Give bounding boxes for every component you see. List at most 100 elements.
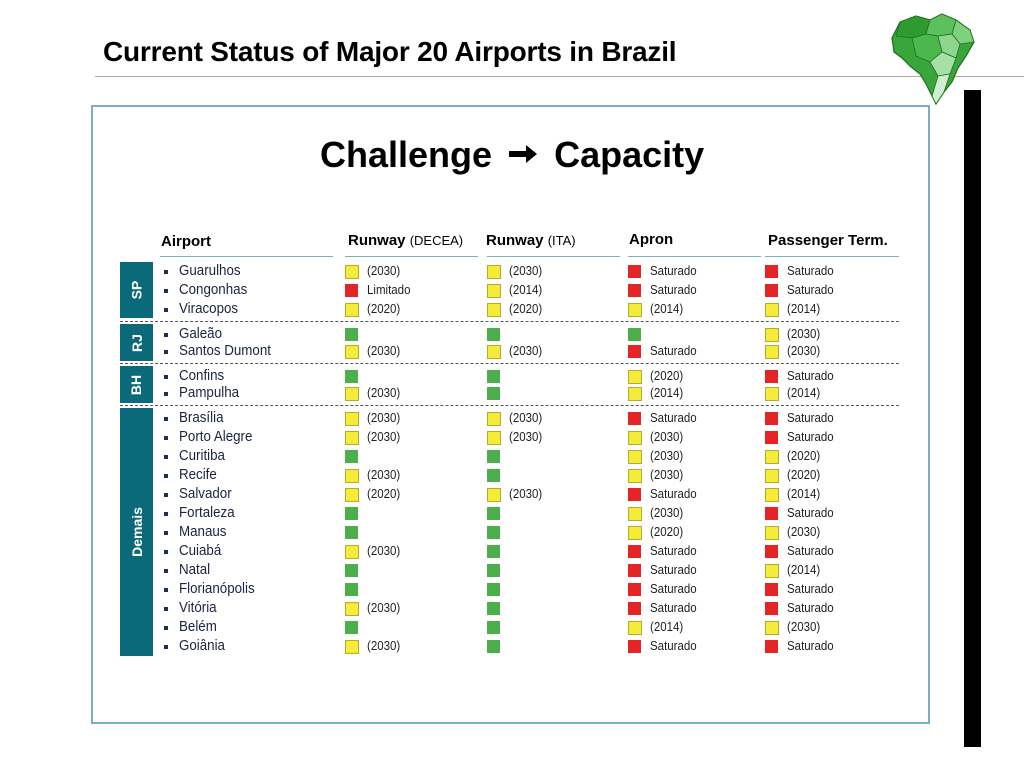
header-underline [765, 256, 899, 257]
airport-name: Guarulhos [179, 263, 241, 279]
status-text: (2030) [367, 544, 401, 558]
group-separator [120, 405, 899, 406]
status-text: Saturado [787, 411, 834, 425]
status-text: Saturado [650, 582, 697, 596]
status-indicator-icon [628, 450, 642, 464]
status-text: (2030) [367, 411, 401, 425]
status-indicator-icon [765, 621, 779, 635]
airport-name: Pampulha [179, 385, 240, 401]
status-indicator-icon [487, 488, 501, 502]
airport-name: Fortaleza [179, 505, 235, 521]
status-text: Saturado [650, 601, 697, 615]
region-sp: SP [120, 262, 153, 318]
status-indicator-icon [487, 526, 500, 539]
status-indicator-icon [765, 507, 778, 520]
group-separator [120, 363, 899, 364]
status-text: (2020) [650, 525, 684, 539]
airport-name: Vitória [179, 600, 217, 616]
status-indicator-icon [628, 370, 642, 384]
status-text: (2014) [787, 487, 821, 501]
header-runway-ita-sub: (ITA) [547, 233, 576, 248]
side-accent-bar [964, 90, 981, 747]
status-text: (2020) [367, 487, 401, 501]
status-indicator-icon [345, 370, 358, 383]
status-indicator-icon [765, 284, 778, 297]
status-text: (2030) [787, 620, 821, 634]
status-indicator-icon [345, 328, 358, 341]
airport-name: Recife [179, 467, 217, 483]
status-indicator-icon [345, 265, 359, 279]
airport-name: Congonhas [179, 282, 248, 298]
status-indicator-icon [765, 545, 778, 558]
status-indicator-icon [487, 303, 501, 317]
status-text: (2020) [787, 468, 821, 482]
airport-name: Curitiba [179, 448, 225, 464]
status-indicator-icon [487, 284, 501, 298]
bullet-icon [164, 512, 168, 516]
status-indicator-icon [487, 621, 500, 634]
status-text: (2014) [650, 302, 684, 316]
airport-name: Manaus [179, 524, 227, 540]
status-text: (2030) [787, 344, 821, 358]
bullet-icon [164, 474, 168, 478]
airport-name: Confins [179, 368, 225, 384]
group-separator [120, 321, 899, 322]
subtitle-challenge: Challenge [320, 134, 493, 175]
status-text: (2030) [367, 344, 401, 358]
region-bh: BH [120, 366, 153, 403]
bullet-icon [164, 392, 168, 396]
status-text: Saturado [650, 639, 697, 653]
status-text: (2030) [509, 344, 543, 358]
status-text: (2020) [509, 302, 543, 316]
status-text: Saturado [650, 544, 697, 558]
status-indicator-icon [487, 640, 500, 653]
status-indicator-icon [628, 284, 641, 297]
status-indicator-icon [628, 583, 641, 596]
region-label: RJ [128, 333, 145, 352]
bullet-icon [164, 417, 168, 421]
status-indicator-icon [628, 621, 642, 635]
header-runway-decea: Runway (DECEA) [348, 232, 463, 249]
status-indicator-icon [345, 284, 358, 297]
bullet-icon [164, 531, 168, 535]
header-underline [628, 256, 761, 257]
status-indicator-icon [628, 507, 642, 521]
status-text: (2030) [650, 449, 684, 463]
status-text: (2014) [650, 386, 684, 400]
header-underline [345, 256, 478, 257]
status-text: Saturado [650, 283, 697, 297]
status-text: Saturado [787, 264, 834, 278]
status-indicator-icon [765, 412, 778, 425]
slide-subtitle: Challenge Capacity [320, 134, 704, 176]
header-underline [160, 256, 333, 257]
status-text: (2014) [787, 386, 821, 400]
header-airport: Airport [161, 233, 211, 250]
subtitle-capacity: Capacity [554, 134, 705, 175]
status-indicator-icon [765, 469, 779, 483]
airport-name: Porto Alegre [179, 429, 253, 445]
status-text: Limitado [367, 283, 411, 297]
bullet-icon [164, 375, 168, 379]
bullet-icon [164, 626, 168, 630]
status-indicator-icon [765, 345, 779, 359]
status-text: Saturado [787, 544, 834, 558]
status-indicator-icon [765, 265, 778, 278]
status-indicator-icon [487, 345, 501, 359]
status-indicator-icon [345, 640, 359, 654]
status-text: (2030) [367, 386, 401, 400]
status-indicator-icon [628, 328, 641, 341]
status-indicator-icon [345, 450, 358, 463]
status-indicator-icon [345, 564, 358, 577]
bullet-icon [164, 645, 168, 649]
status-indicator-icon [345, 488, 359, 502]
status-indicator-icon [487, 507, 500, 520]
status-indicator-icon [765, 450, 779, 464]
header-passenger-terminal: Passenger Term. [768, 232, 888, 249]
brazil-map-icon [891, 13, 975, 106]
status-indicator-icon [345, 602, 359, 616]
status-text: (2030) [650, 506, 684, 520]
header-runway-ita-label: Runway [486, 232, 544, 249]
status-indicator-icon [628, 545, 641, 558]
status-text: (2020) [787, 449, 821, 463]
bullet-icon [164, 569, 168, 573]
